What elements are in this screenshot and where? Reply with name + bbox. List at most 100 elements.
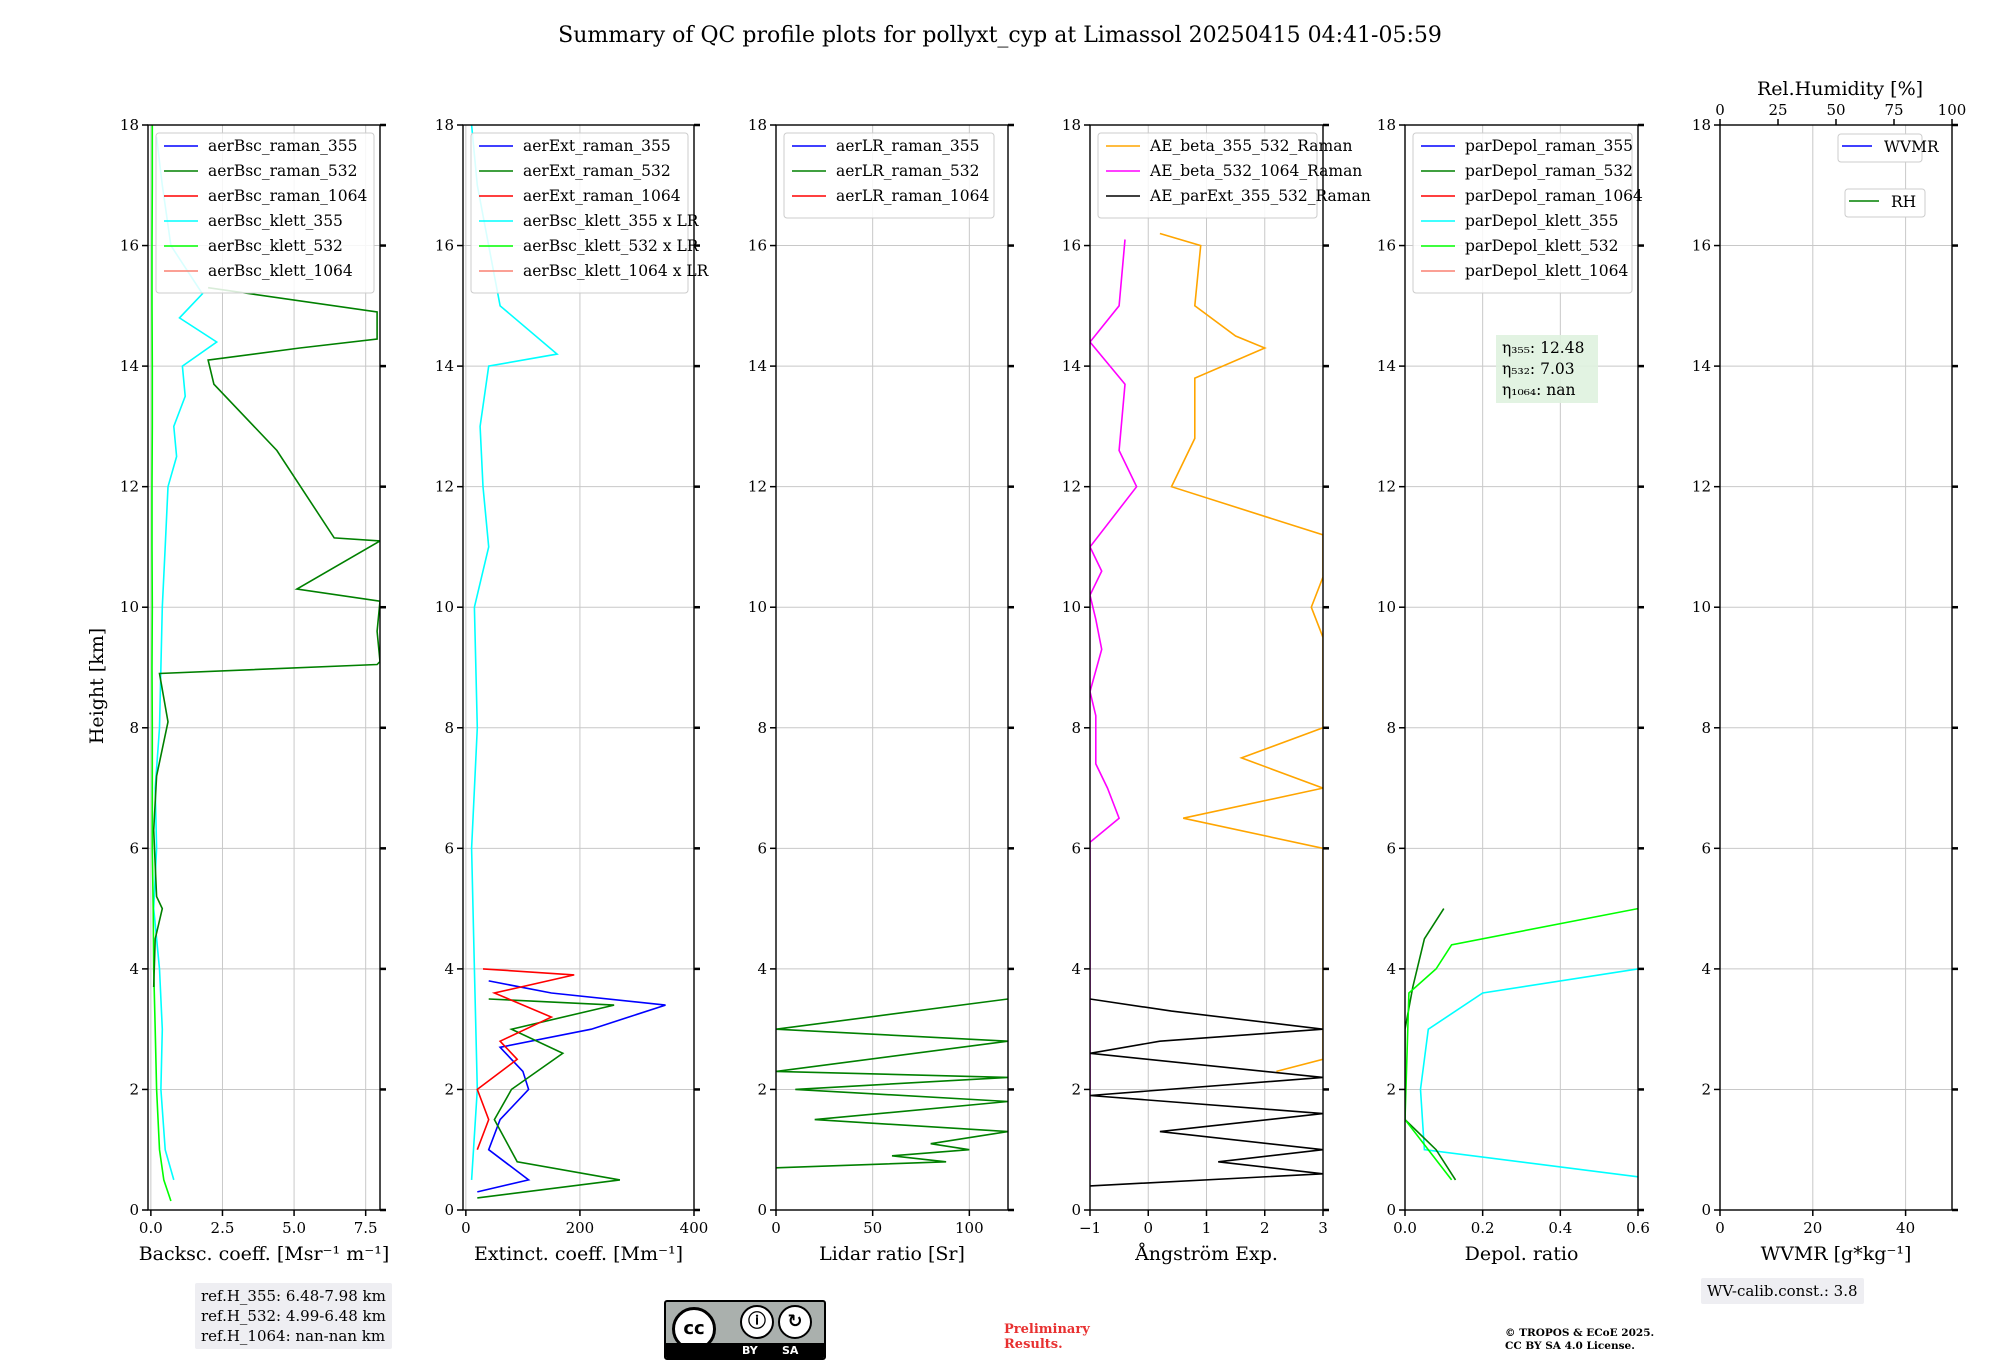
eta-annotation: η₃₅₅: 12.48 η₅₃₂: 7.03 η₁₀₆₄: nan xyxy=(1496,335,1598,403)
cc-license-badge: cc ⓘ ↻ BY SA xyxy=(664,1300,826,1360)
legend: AE_beta_355_532_Raman AE_beta_532_1064_Ra… xyxy=(1097,132,1371,219)
legend-label: parDepol_raman_532 xyxy=(1465,162,1633,180)
y-tick-label: 12 xyxy=(1692,478,1711,496)
ref-height-box: ref.H_355: 6.48-7.98 km ref.H_532: 4.99-… xyxy=(195,1283,392,1349)
legend-WVMR: WVMR xyxy=(1837,133,1940,163)
y-tick-label: 16 xyxy=(1692,237,1711,255)
legend-label: parDepol_klett_355 xyxy=(1465,212,1618,230)
person-icon: ⓘ xyxy=(740,1305,774,1339)
series-parDepol_raman_532 xyxy=(1405,908,1457,1181)
y-tick-label: 4 xyxy=(1701,960,1711,978)
y-tick-label: 14 xyxy=(1377,357,1396,375)
y-tick-label: 18 xyxy=(1692,116,1711,134)
legend-label: aerBsc_klett_355 xyxy=(208,212,343,230)
x-tick-label: 0 xyxy=(461,1219,471,1237)
preliminary-line-2: Results. xyxy=(1004,1337,1063,1352)
legend-label: aerBsc_klett_532 xyxy=(208,237,343,255)
legend-label: aerBsc_klett_1064 xyxy=(208,262,353,280)
series-aerBsc_klett_532 xyxy=(151,125,172,1202)
legend-label: AE_beta_355_532_Raman xyxy=(1149,137,1352,155)
axes-frame xyxy=(775,124,1009,1211)
x-axis-label: Backsc. coeff. [Msr⁻¹ m⁻¹] xyxy=(139,1243,390,1265)
x-axis-label: Ångström Exp. xyxy=(1134,1243,1278,1265)
top-tick-label: 25 xyxy=(1768,101,1787,119)
panel-5: 0 2 4 6 8 10 12 14 16 18 0.0 0.2 0.4 0.6 Depol. ratio p… xyxy=(1377,116,1650,1265)
series-AE_beta_355_532_Raman xyxy=(1159,232,1323,1073)
y-tick-label: 0 xyxy=(444,1201,454,1219)
x-tick-label: 0 xyxy=(771,1219,781,1237)
axes-frame xyxy=(1089,124,1324,1211)
y-tick-label: 10 xyxy=(1692,598,1711,616)
x-axis-label: Depol. ratio xyxy=(1465,1243,1579,1265)
y-tick-label: 6 xyxy=(1701,839,1711,857)
y-tick-label: 18 xyxy=(435,116,454,134)
y-tick-label: 10 xyxy=(1062,598,1081,616)
y-tick-label: 2 xyxy=(1386,1080,1396,1098)
y-tick-label: 2 xyxy=(444,1080,454,1098)
y-tick-label: 18 xyxy=(748,116,767,134)
figure-title: Summary of QC profile plots for pollyxt_… xyxy=(558,23,1442,48)
ref-height-1064: ref.H_1064: nan-nan km xyxy=(201,1327,386,1345)
copyright-note: © TROPOS & ECoE 2025. CC BY SA 4.0 Licen… xyxy=(1505,1327,1654,1353)
legend-label: aerBsc_raman_532 xyxy=(208,162,358,180)
by-label: BY xyxy=(742,1344,758,1357)
y-tick-label: 16 xyxy=(120,237,139,255)
x-axis-label: Lidar ratio [Sr] xyxy=(819,1243,965,1265)
series-aerExt_raman_355 xyxy=(477,980,666,1193)
panel-1: 0 2 4 6 8 10 12 14 16 18 0.0 2.5 5.0 7.5 Backsc. coeff… xyxy=(120,116,389,1265)
y-tick-label: 16 xyxy=(1062,237,1081,255)
y-tick-label: 14 xyxy=(120,357,139,375)
copyright-line-2: CC BY SA 4.0 License. xyxy=(1505,1340,1635,1352)
legend: aerBsc_raman_355 aerBsc_raman_532 aerBsc_r… xyxy=(155,132,375,294)
axes-frame xyxy=(462,124,695,1211)
legend-label: WVMR xyxy=(1884,138,1940,156)
x-tick-label: 100 xyxy=(955,1219,984,1237)
y-tick-label: 2 xyxy=(129,1080,139,1098)
y-tick-label: 12 xyxy=(1377,478,1396,496)
top-axis-label: Rel.Humidity [%] xyxy=(1757,78,1923,100)
y-tick-label: 6 xyxy=(1386,839,1396,857)
y-tick-label: 16 xyxy=(435,237,454,255)
legend-label: aerBsc_raman_355 xyxy=(208,137,358,155)
ref-height-532: ref.H_532: 4.99-6.48 km xyxy=(201,1307,386,1325)
series-aerLR_raman_532 xyxy=(776,998,1008,1169)
legend-label: aerExt_raman_1064 xyxy=(523,187,681,205)
legend-label: aerExt_raman_532 xyxy=(523,162,671,180)
preliminary-line-1: Preliminary xyxy=(1004,1322,1090,1337)
x-tick-label: 0.4 xyxy=(1548,1219,1572,1237)
ref-height-355: ref.H_355: 6.48-7.98 km xyxy=(201,1287,386,1305)
legend: aerExt_raman_355 aerExt_raman_532 aerExt_r… xyxy=(470,132,710,294)
y-tick-label: 16 xyxy=(1377,237,1396,255)
axes-frame xyxy=(147,124,381,1211)
series-AE_parExt_355_532_Raman xyxy=(1090,998,1323,1187)
y-tick-label: 0 xyxy=(757,1201,767,1219)
legend-label: parDepol_raman_355 xyxy=(1465,137,1633,155)
series-parDepol_klett_532 xyxy=(1405,907,1638,1181)
y-tick-label: 8 xyxy=(444,719,454,737)
x-tick-label: 3 xyxy=(1318,1219,1328,1237)
y-tick-label: 4 xyxy=(1071,960,1081,978)
legend-label: aerBsc_klett_355 x LR xyxy=(523,212,700,230)
y-tick-label: 6 xyxy=(444,839,454,857)
legend-label: parDepol_klett_1064 xyxy=(1465,262,1628,280)
x-tick-label: −1 xyxy=(1079,1219,1101,1237)
y-tick-label: 10 xyxy=(435,598,454,616)
y-tick-label: 8 xyxy=(1386,719,1396,737)
x-tick-label: 0.2 xyxy=(1471,1219,1495,1237)
wv-calib-box: WV-calib.const.: 3.8 xyxy=(1701,1278,1864,1304)
x-tick-label: 7.5 xyxy=(354,1219,378,1237)
y-tick-label: 8 xyxy=(129,719,139,737)
top-tick-label: 100 xyxy=(1938,101,1967,119)
y-tick-label: 0 xyxy=(1701,1201,1711,1219)
legend-label: aerBsc_raman_1064 xyxy=(208,187,368,205)
y-tick-label: 4 xyxy=(444,960,454,978)
y-tick-label: 14 xyxy=(748,357,767,375)
copyright-line-1: © TROPOS & ECoE 2025. xyxy=(1505,1327,1655,1339)
series-aerBsc_klett_355 xyxy=(152,137,219,1181)
y-tick-label: 0 xyxy=(129,1201,139,1219)
y-tick-label: 4 xyxy=(1386,960,1396,978)
eta-value: η₁₀₆₄: nan xyxy=(1502,381,1576,399)
legend-label: aerBsc_klett_1064 x LR xyxy=(523,262,710,280)
y-tick-label: 10 xyxy=(748,598,767,616)
y-tick-label: 10 xyxy=(1377,598,1396,616)
